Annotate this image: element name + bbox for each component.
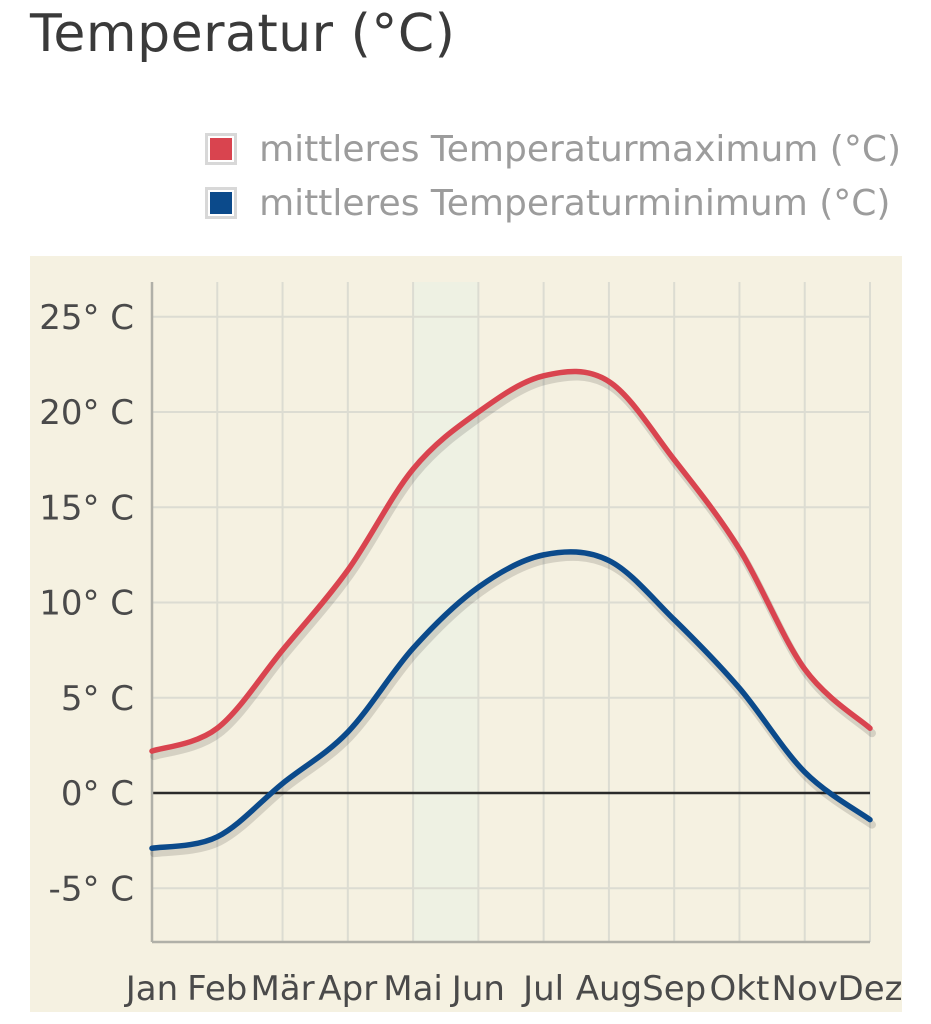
y-tick-label: 15° C — [39, 488, 134, 528]
legend-label-max: mittleres Temperaturmaximum (°C) — [259, 128, 901, 170]
legend: mittleres Temperaturmaximum (°C) mittler… — [205, 122, 901, 230]
x-tick-label: Jan — [124, 969, 178, 1009]
series-line-max — [149, 368, 873, 754]
x-tick-label: Dez — [838, 969, 903, 1009]
chart-title: Temperatur (°C) — [30, 4, 456, 64]
x-tick-label: Sep — [642, 969, 706, 1009]
legend-swatch-min — [205, 187, 238, 219]
y-tick-label: 25° C — [39, 298, 134, 338]
x-tick-label: Jul — [521, 969, 564, 1009]
x-tick-label: Nov — [772, 969, 838, 1009]
x-tick-label: Mär — [250, 969, 314, 1009]
y-tick-label: 0° C — [61, 774, 134, 814]
y-tick-label: -5° C — [49, 869, 134, 909]
legend-swatch-max — [205, 133, 238, 165]
legend-label-min: mittleres Temperaturminimum (°C) — [259, 182, 891, 224]
x-tick-label: Aug — [576, 969, 642, 1009]
series-line-min — [149, 549, 873, 851]
x-tick-label: Mai — [383, 969, 443, 1009]
x-tick-label: Apr — [318, 969, 377, 1009]
y-tick-label: 20° C — [39, 393, 134, 433]
y-tick-label: 5° C — [61, 679, 134, 719]
y-tick-label: 10° C — [39, 584, 134, 624]
legend-item-min[interactable]: mittleres Temperaturminimum (°C) — [205, 176, 901, 230]
x-tick-label: Feb — [187, 969, 247, 1009]
x-tick-label: Jun — [450, 969, 505, 1009]
x-tick-label: Okt — [710, 969, 770, 1009]
legend-item-max[interactable]: mittleres Temperaturmaximum (°C) — [205, 122, 901, 176]
